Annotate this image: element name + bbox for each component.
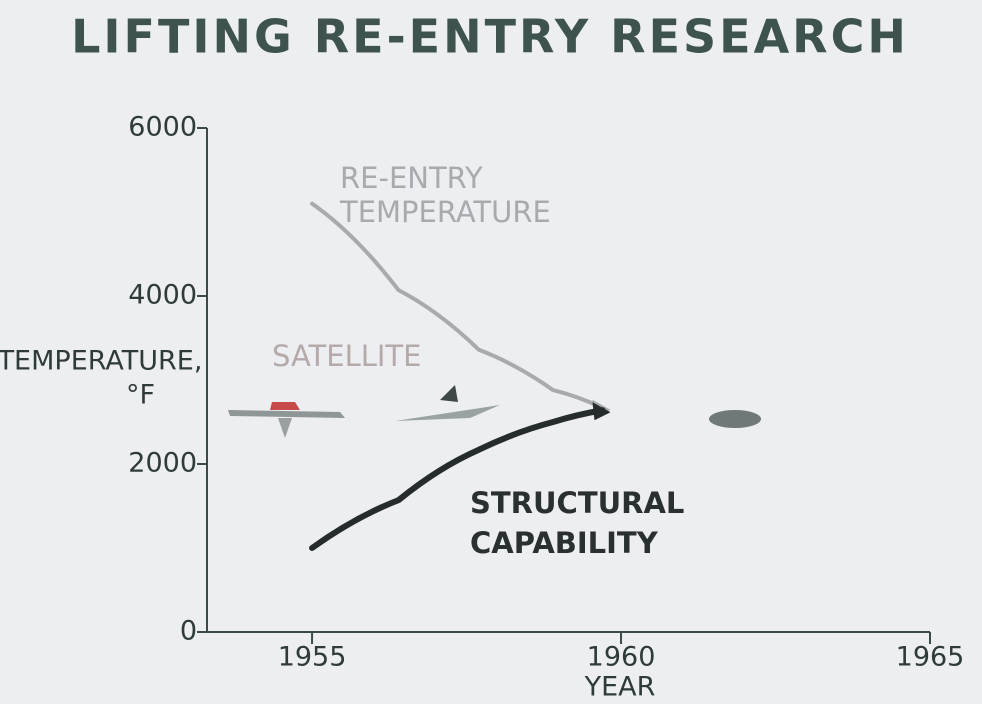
x-tick-label: 1965 xyxy=(896,642,965,673)
x-axis-label: YEAR xyxy=(584,672,656,703)
series-label: CAPABILITY xyxy=(470,526,659,560)
y-tick-label: 6000 xyxy=(128,112,197,143)
y-tick-label: 2000 xyxy=(128,448,197,479)
x-tick-label: 1960 xyxy=(587,642,656,673)
y-axis-label: °F xyxy=(126,380,155,411)
series-label: TEMPERATURE xyxy=(339,195,551,229)
chart: LIFTING RE-ENTRY RESEARCH TEMPERATURE, °… xyxy=(0,0,982,704)
annotation: SATELLITE xyxy=(272,339,421,373)
y-tick-label: 0 xyxy=(180,616,197,647)
y-axis-label: TEMPERATURE, xyxy=(0,346,202,377)
chart-title: LIFTING RE-ENTRY RESEARCH xyxy=(71,10,909,64)
series-label: RE-ENTRY xyxy=(340,161,483,195)
y-tick-label: 4000 xyxy=(128,280,197,311)
icon-satellite-part xyxy=(270,402,300,410)
x-tick-label: 1955 xyxy=(278,642,347,673)
icon-capsule xyxy=(709,410,761,428)
series-label: STRUCTURAL xyxy=(470,486,684,520)
